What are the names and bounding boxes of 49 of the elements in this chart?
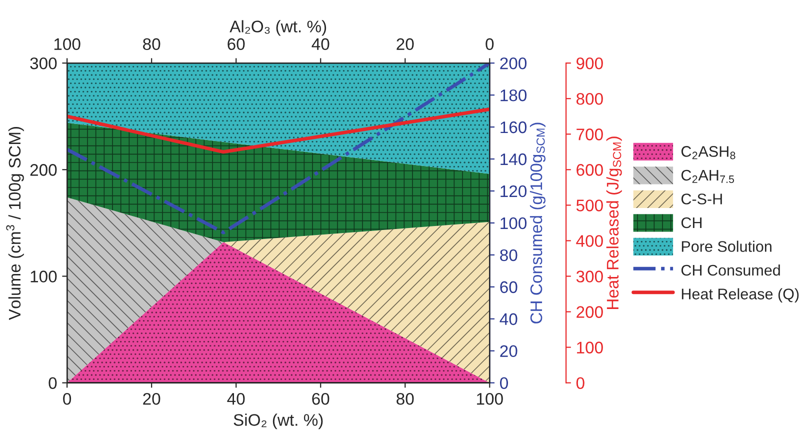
legend-label: CH Consumed	[681, 264, 780, 276]
y3-tick-label: 400	[576, 235, 603, 247]
y3-tick-label: 900	[576, 57, 603, 70]
y3-tick-label: 200	[576, 306, 603, 318]
x2-tick-label: 20	[396, 38, 414, 50]
legend-label: C$_{2}$AH$_{7.5}$	[681, 170, 734, 184]
y2-tick-label: 140	[500, 153, 527, 166]
y-tick-label: 0	[48, 377, 57, 390]
x-tick-label: 20	[143, 392, 160, 405]
y2-axis-title: CH Consumed (g/100g$_{SCM}$)	[530, 122, 546, 324]
x-tick-label: 100	[477, 392, 503, 405]
y2-tick-label: 120	[500, 185, 527, 198]
y3-tick-label: 0	[576, 377, 584, 390]
y2-tick-label: 80	[500, 249, 518, 262]
legend-label: C$_{2}$ASH$_{8}$	[681, 146, 736, 160]
y3-tick-label: 300	[576, 270, 603, 282]
y2-tick-label: 60	[500, 281, 518, 294]
y2-tick-label: 40	[500, 313, 518, 326]
x2-tick-label: 0	[486, 38, 494, 50]
x2-tick-label: 60	[228, 38, 245, 50]
x-tick-label: 80	[396, 392, 414, 405]
y3-tick-label: 700	[576, 128, 603, 140]
y-tick-label: 200	[30, 164, 57, 176]
x2-tick-label: 40	[312, 38, 330, 50]
legend-label: C-S-H	[681, 194, 722, 204]
x2-tick-label: 100	[54, 38, 80, 50]
y-axis-title: Volume (cm$^{3}$ / 100g SCM)	[6, 126, 24, 320]
y2-tick-label: 180	[500, 89, 527, 102]
x-tick-label: 60	[312, 392, 330, 405]
x-tick-label: 40	[227, 392, 245, 405]
y2-tick-label: 0	[500, 377, 508, 390]
y-tick-label: 100	[30, 270, 57, 282]
y2-tick-label: 200	[500, 57, 527, 70]
legend-label: CH	[681, 217, 702, 228]
y2-tick-label: 100	[500, 217, 527, 230]
legend-label: Heat Release (Q)	[682, 288, 799, 302]
x2-axis-title: Al₂O₃ (wt. %)	[230, 20, 326, 36]
y2-tick-label: 160	[500, 121, 527, 134]
legend-label: Pore Solution	[682, 240, 772, 252]
y-tick-label: 300	[30, 57, 57, 70]
y3-tick-label: 600	[576, 164, 603, 176]
y3-tick-label: 500	[576, 200, 603, 212]
x-axis-title: SiO₂ (wt. %)	[234, 414, 323, 430]
x-tick-label: 0	[63, 392, 72, 405]
y3-tick-label: 800	[576, 93, 603, 105]
y3-tick-label: 100	[577, 342, 603, 354]
y2-tick-label: 20	[500, 345, 518, 358]
x2-tick-label: 80	[143, 38, 160, 50]
y3-axis-title: Heat Released (J/g$_{SCM}$)	[606, 136, 622, 309]
